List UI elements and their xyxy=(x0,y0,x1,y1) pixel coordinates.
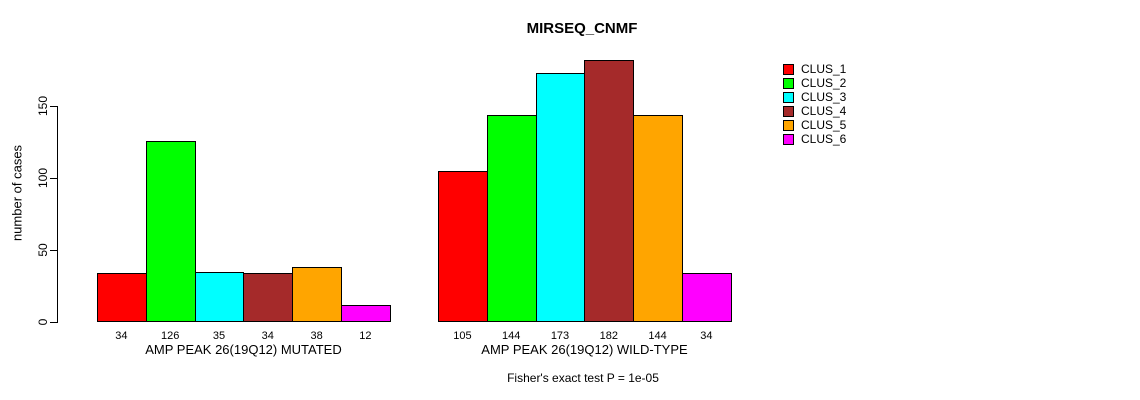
bar-clus_1 xyxy=(97,273,147,322)
bar-clus_6 xyxy=(341,304,391,322)
legend-item-clus_4: CLUS_4 xyxy=(783,104,847,118)
legend-item-clus_5: CLUS_5 xyxy=(783,118,847,132)
group-label-wild-type: AMP PEAK 26(19Q12) WILD-TYPE xyxy=(481,342,688,357)
legend-label: CLUS_4 xyxy=(801,104,847,118)
y-tick-label: 0 xyxy=(36,318,50,326)
y-tick-label: 100 xyxy=(36,167,50,189)
bar-value-label: 12 xyxy=(359,330,372,342)
bar-clus_4 xyxy=(243,273,294,322)
bar-clus_2 xyxy=(145,140,196,322)
footnote: Fisher's exact test P = 1e-05 xyxy=(507,371,659,385)
bar-value-label: 34 xyxy=(700,330,713,342)
bar-value-label: 105 xyxy=(453,330,472,342)
group-label-mutated: AMP PEAK 26(19Q12) MUTATED xyxy=(145,342,342,357)
legend-label: CLUS_3 xyxy=(801,90,847,104)
bar-clus_4 xyxy=(584,59,635,322)
bar-value-label: 173 xyxy=(550,330,570,342)
bar-value-label: 182 xyxy=(599,330,618,342)
bar-value-label: 34 xyxy=(261,330,274,342)
legend-swatch xyxy=(783,64,794,75)
bar-clus_1 xyxy=(438,170,488,322)
legend-swatch xyxy=(783,106,794,117)
legend-label: CLUS_6 xyxy=(801,132,847,146)
legend: CLUS_1 CLUS_2 CLUS_3 CLUS_4 CLUS_5 CLUS_6 xyxy=(783,62,847,148)
legend-item-clus_3: CLUS_3 xyxy=(783,90,847,104)
y-axis-tick xyxy=(50,177,57,179)
legend-swatch xyxy=(783,120,794,131)
bar-value-label: 34 xyxy=(115,330,128,342)
y-axis-line xyxy=(57,106,58,323)
legend-swatch xyxy=(783,78,794,89)
bar-clus_3 xyxy=(194,271,245,322)
bar-value-label: 35 xyxy=(212,330,226,342)
bar-clus_3 xyxy=(535,72,586,322)
y-tick-label: 150 xyxy=(36,95,50,117)
bar-value-label: 144 xyxy=(648,330,667,342)
y-axis-title: number of cases xyxy=(9,144,25,242)
legend-swatch xyxy=(783,92,794,103)
bar-clus_2 xyxy=(486,114,537,322)
bar-clus_5 xyxy=(633,114,683,322)
bar-value-label: 38 xyxy=(310,330,323,342)
legend-item-clus_2: CLUS_2 xyxy=(783,76,847,90)
y-axis-tick xyxy=(50,321,57,323)
legend-label: CLUS_5 xyxy=(801,118,847,132)
bar-clus_5 xyxy=(292,267,342,322)
y-tick-label: 50 xyxy=(36,243,50,257)
bar-clus_6 xyxy=(682,273,732,322)
bar-value-label: 144 xyxy=(502,330,521,342)
legend-item-clus_6: CLUS_6 xyxy=(783,132,847,146)
y-axis-tick xyxy=(50,105,57,107)
y-axis-tick xyxy=(50,249,57,251)
legend-item-clus_1: CLUS_1 xyxy=(783,62,847,76)
legend-swatch xyxy=(783,134,794,145)
legend-label: CLUS_1 xyxy=(801,62,847,76)
chart-title: MIRSEQ_CNMF xyxy=(526,20,638,37)
legend-label: CLUS_2 xyxy=(801,76,847,90)
bar-value-label: 126 xyxy=(161,330,180,342)
